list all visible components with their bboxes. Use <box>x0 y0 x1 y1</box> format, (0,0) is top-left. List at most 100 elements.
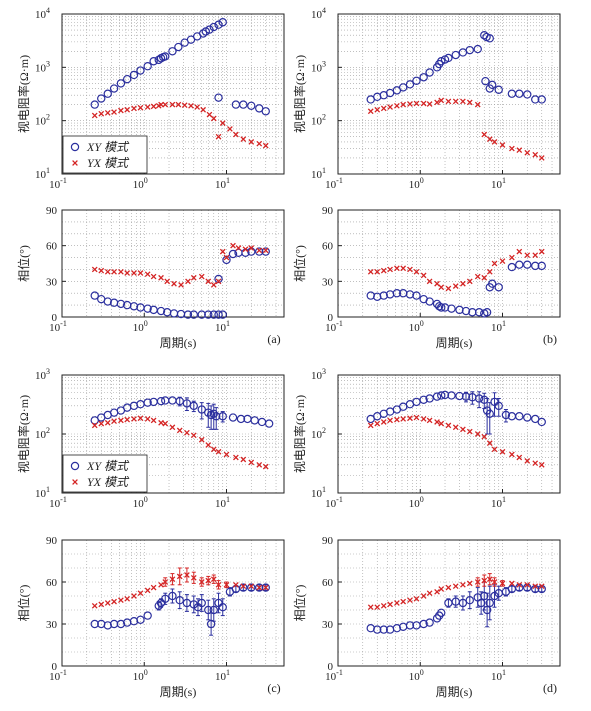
data-point-xy <box>458 48 468 57</box>
data-point-xy <box>175 396 184 406</box>
data-point-xy <box>209 409 218 418</box>
y-tick-label: 90 <box>322 535 334 547</box>
data-point-xy <box>392 624 402 633</box>
data-point-xy <box>437 608 446 618</box>
data-point-xy <box>465 45 474 55</box>
x-tick-label: 10-1 <box>325 176 343 191</box>
legend-box <box>62 135 148 174</box>
x-axis-label: 周期(s) <box>436 685 473 699</box>
data-point-xy <box>209 310 218 319</box>
data-point-yx <box>206 111 213 118</box>
data-point-yx <box>118 417 124 424</box>
data-point-yx <box>481 274 488 281</box>
data-point-yx <box>460 280 466 287</box>
data-point-yx <box>532 252 539 259</box>
data-point-yx <box>158 419 164 426</box>
data-point-yx <box>111 598 117 605</box>
data-point-xy <box>122 403 132 412</box>
data-point-xy <box>103 297 112 306</box>
data-point-yx <box>190 574 197 581</box>
y-axis-label: 相位(°) <box>292 245 307 282</box>
data-point-yx <box>198 436 205 443</box>
data-point-yx <box>407 597 413 604</box>
data-point-xy <box>488 279 497 288</box>
data-point-xy <box>480 591 489 601</box>
legend-label-xy: XY 模式 <box>86 140 130 154</box>
data-point-xy <box>523 260 532 269</box>
data-point-yx <box>413 595 420 602</box>
data-point-yx <box>538 248 545 255</box>
data-point-yx <box>111 418 117 425</box>
data-point-xy <box>122 74 132 84</box>
data-point-xy <box>264 419 274 428</box>
data-point-yx <box>491 139 498 145</box>
x-tick-label: 100 <box>409 176 424 191</box>
legend-label-yx: YX 模式 <box>87 475 130 489</box>
data-point-xy <box>494 401 503 411</box>
data-point-yx <box>98 420 105 427</box>
data-point-yx <box>387 104 393 110</box>
chart-panel-d-resistivity: 10-1 100 101 101 102 103 视电阻率(Ω·m) <box>292 367 561 510</box>
data-point-yx <box>380 105 387 112</box>
x-tick-label: 100 <box>133 176 148 191</box>
y-tick-label: 60 <box>46 577 58 589</box>
data-point-yx <box>400 265 407 272</box>
data-point-yx <box>474 101 481 108</box>
data-point-xy <box>197 405 206 414</box>
data-point-yx <box>256 584 263 591</box>
y-axis-label: 视电阻率(Ω·m) <box>16 55 31 133</box>
data-point-yx <box>205 442 212 448</box>
data-point-xy <box>398 402 408 411</box>
data-point-yx <box>124 416 131 423</box>
data-point-yx <box>452 98 459 105</box>
data-point-xy <box>143 62 152 71</box>
data-point-yx <box>394 102 400 109</box>
data-point-yx <box>137 104 144 111</box>
data-point-yx <box>131 416 137 422</box>
data-point-yx <box>509 254 515 261</box>
data-point-yx <box>169 576 176 583</box>
data-point-xy <box>412 76 421 85</box>
y-tick-label: 60 <box>322 241 334 253</box>
data-point-yx <box>124 270 131 276</box>
data-point-yx <box>434 99 440 106</box>
data-point-yx <box>144 104 151 110</box>
data-point-xy <box>537 261 546 271</box>
y-tick-label: 30 <box>322 276 334 288</box>
data-point-yx <box>223 451 230 458</box>
data-point-yx <box>227 126 233 132</box>
data-point-yx <box>210 115 217 122</box>
data-point-yx <box>524 581 531 588</box>
data-point-xy <box>451 50 460 60</box>
data-point-yx <box>420 100 427 107</box>
y-axis-label: 相位(°) <box>16 585 31 622</box>
y-tick-label: 90 <box>46 535 58 547</box>
data-point-yx <box>438 97 445 104</box>
data-point-xy <box>154 55 163 65</box>
y-axis-label: 相位(°) <box>292 585 307 622</box>
data-point-yx <box>131 105 137 112</box>
data-point-xy <box>209 605 218 615</box>
data-point-yx <box>248 583 255 590</box>
data-point-yx <box>438 586 445 592</box>
x-axis-label: 周期(s) <box>436 336 473 350</box>
y-tick-label: 103 <box>35 59 50 74</box>
x-tick-label: 100 <box>409 319 424 334</box>
x-tick-label: 100 <box>409 495 424 510</box>
legend-marker-yx <box>72 479 78 485</box>
data-point-xy <box>247 583 256 592</box>
data-point-xy <box>405 621 415 630</box>
data-point-xy <box>461 392 471 401</box>
data-point-yx <box>144 271 151 278</box>
data-point-yx <box>491 579 498 585</box>
y-axis-label: 视电阻率(Ω·m) <box>16 395 31 473</box>
data-point-xy <box>189 401 198 411</box>
plot-frame <box>61 13 285 175</box>
data-point-yx <box>262 463 269 470</box>
data-point-xy <box>261 107 270 116</box>
data-point-xy <box>97 94 106 103</box>
data-point-xy <box>209 22 218 32</box>
data-point-xy <box>261 583 270 592</box>
data-point-yx <box>374 604 381 611</box>
data-point-yx <box>491 260 498 267</box>
